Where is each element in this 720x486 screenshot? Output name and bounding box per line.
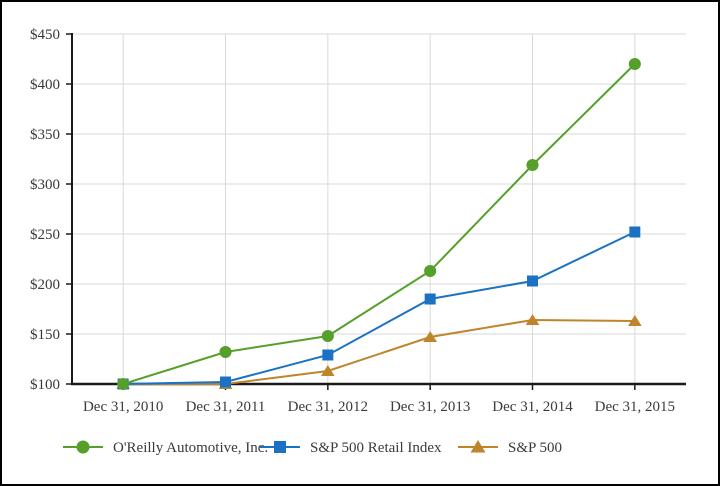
series-marker-1 xyxy=(424,293,436,305)
legend-label: S&P 500 Retail Index xyxy=(310,440,442,456)
series-marker-0 xyxy=(628,57,641,71)
x-tick-label: Dec 31, 2014 xyxy=(492,399,573,415)
series-marker-1 xyxy=(322,349,334,361)
legend-marker-triangle xyxy=(470,440,486,453)
y-tick-label: $150 xyxy=(30,327,60,343)
y-tick-label: $450 xyxy=(30,27,60,43)
series-marker-2 xyxy=(423,330,437,342)
x-tick-label: Dec 31, 2013 xyxy=(390,399,470,415)
series-line-1 xyxy=(123,231,636,385)
series-marker-1 xyxy=(220,376,231,388)
y-tick-label: $400 xyxy=(30,77,60,93)
y-tick-label: $350 xyxy=(30,127,60,143)
series-marker-1 xyxy=(527,275,538,287)
series-marker-0 xyxy=(117,377,130,391)
series-marker-2 xyxy=(525,313,540,325)
y-tick-label: $100 xyxy=(30,377,60,393)
legend-marker-circle xyxy=(76,440,90,454)
y-tick-label: $300 xyxy=(30,177,60,193)
legend-item-2: S&P 500 xyxy=(458,440,562,456)
y-tick-label: $250 xyxy=(30,227,60,243)
series-line-2 xyxy=(123,318,635,385)
series-marker-2 xyxy=(321,364,335,376)
series-line-0 xyxy=(122,63,636,385)
x-tick-label: Dec 31, 2012 xyxy=(288,399,368,415)
legend-label: S&P 500 xyxy=(508,440,562,456)
y-tick-label: $200 xyxy=(30,277,60,293)
series-marker-0 xyxy=(424,264,437,278)
legend-marker-square xyxy=(274,441,286,453)
x-tick-label: Dec 31, 2011 xyxy=(186,399,266,415)
series-marker-0 xyxy=(219,345,232,359)
x-tick-label: Dec 31, 2015 xyxy=(595,399,675,415)
series-marker-1 xyxy=(629,226,641,238)
series-marker-0 xyxy=(526,158,539,172)
legend-label: O'Reilly Automotive, Inc. xyxy=(113,440,268,456)
legend-item-0: O'Reilly Automotive, Inc. xyxy=(63,440,268,456)
legend-item-1: S&P 500 Retail Index xyxy=(260,440,442,456)
x-tick-label: Dec 31, 2010 xyxy=(83,399,163,415)
series-marker-2 xyxy=(628,314,642,326)
series-marker-0 xyxy=(321,329,334,343)
